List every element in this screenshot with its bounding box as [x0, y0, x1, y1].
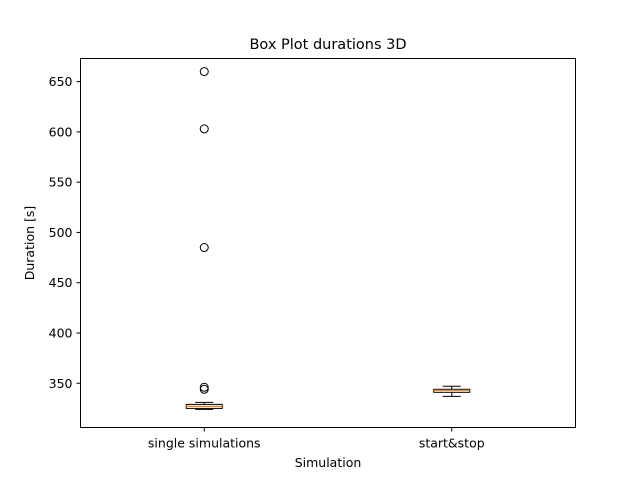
outlier-point — [199, 124, 209, 134]
plot-area: 350 400 450 500 550 600 650 single simulations s… — [49, 67, 485, 451]
axes-frame — [80, 58, 576, 428]
x-tick-label: single simulations — [148, 436, 261, 451]
outlier-point — [199, 243, 209, 253]
x-axis-label: Simulation — [295, 455, 362, 470]
outlier-point — [199, 382, 209, 392]
x-tick-label: start&stop — [419, 436, 485, 451]
y-tick-label: 650 — [49, 74, 73, 89]
chart-title: Box Plot durations 3D — [249, 37, 406, 53]
y-tick-label: 350 — [49, 376, 73, 391]
outlier-point — [199, 67, 209, 77]
y-tick-label: 550 — [49, 175, 73, 190]
y-tick-label: 600 — [49, 124, 73, 139]
y-tick-label: 500 — [49, 225, 73, 240]
y-axis-label: Duration [s] — [22, 206, 37, 281]
y-tick-label: 450 — [49, 275, 73, 290]
y-tick-label: 400 — [49, 325, 73, 340]
